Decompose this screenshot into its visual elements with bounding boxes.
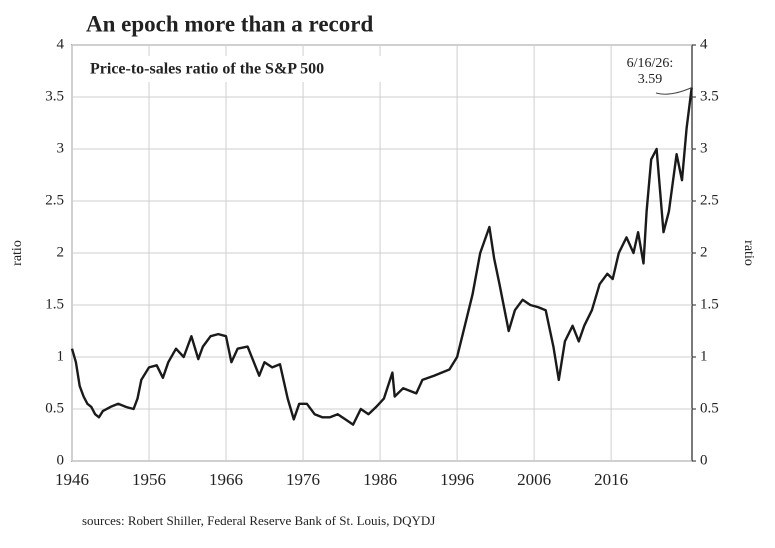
x-tick-label: 1946 — [55, 470, 89, 489]
y2-tick-label: 1.5 — [700, 296, 719, 312]
chart-subtitle: Price-to-sales ratio of the S&P 500 — [90, 61, 324, 78]
y-tick-label: 3 — [57, 140, 65, 156]
y-tick-label: 4 — [57, 36, 65, 52]
y2-tick-label: 0.5 — [700, 400, 719, 416]
y2-tick-label: 0 — [700, 452, 708, 468]
x-tick-label: 1956 — [132, 470, 166, 489]
y2-tick-label: 3 — [700, 140, 708, 156]
x-tick-label: 1966 — [209, 470, 243, 489]
subtitle-background — [82, 56, 382, 82]
annotation-date: 6/16/26: — [627, 56, 674, 71]
y-tick-label: 2.5 — [45, 192, 64, 208]
y-axis-label: ratio — [10, 240, 25, 266]
ratio-line — [70, 87, 693, 426]
y-tick-label: 0 — [57, 452, 65, 468]
y2-tick-label: 1 — [700, 348, 708, 364]
y-tick-label: 2 — [57, 244, 65, 260]
annotation-leader — [655, 87, 692, 95]
x-tick-label: 1976 — [286, 470, 320, 489]
y-tick-label: 1.5 — [45, 296, 64, 312]
annotation-background — [614, 52, 684, 92]
source-note: sources: Robert Shiller, Federal Reserve… — [82, 513, 435, 528]
y-tick-label: 1 — [57, 348, 65, 364]
y-tick-label: 3.5 — [45, 88, 64, 104]
y2-tick-label: 2 — [700, 244, 708, 260]
y2-axis-label: ratio — [741, 240, 756, 266]
x-tick-label: 1996 — [440, 470, 474, 489]
x-tick-label: 2006 — [517, 470, 551, 489]
y2-tick-label: 4 — [700, 36, 708, 52]
y-tick-label: 0.5 — [45, 400, 64, 416]
annotation-value: 3.59 — [638, 72, 663, 87]
y2-tick-label: 3.5 — [700, 88, 719, 104]
x-tick-label: 2016 — [594, 470, 628, 489]
chart-title: An epoch more than a record — [86, 11, 373, 36]
x-tick-label: 1986 — [363, 470, 397, 489]
y2-tick-label: 2.5 — [700, 192, 719, 208]
